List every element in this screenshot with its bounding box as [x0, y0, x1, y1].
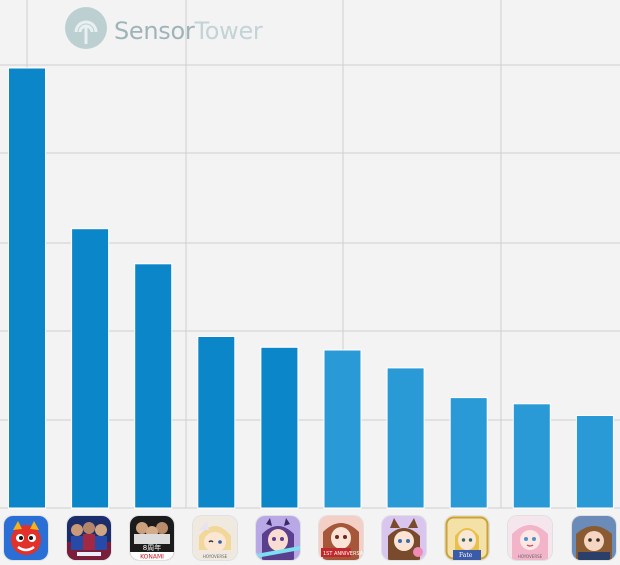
- bar-genshin: [197, 336, 236, 509]
- icon-caption-fate: Fate: [459, 552, 473, 559]
- category-icon-row: 8周年 KONAMI HOYOVERSE: [0, 514, 620, 562]
- sensortower-logo-icon: [64, 6, 108, 55]
- efootball-icon: [67, 516, 111, 560]
- bar-monster-strike: [8, 67, 46, 509]
- bar-pro-baseball: [134, 263, 173, 509]
- monster-strike-icon: [4, 516, 48, 560]
- icon-caption-genshin: HOYOVERSE: [203, 554, 228, 559]
- icon-caption-baseball-top: 8周年: [143, 543, 161, 552]
- icon-caption-baseball-bottom: KONAMI: [140, 554, 164, 561]
- anime-girl-icon: [382, 516, 426, 560]
- bar-efootball: [71, 228, 110, 509]
- uma-musume-icon: [256, 516, 300, 560]
- sensortower-watermark: SensorTower: [64, 6, 263, 55]
- fate-icon: Fate: [445, 516, 489, 560]
- granblue-icon: [572, 516, 616, 560]
- anniversary-icon: 1ST ANNIVERSARY: [319, 516, 363, 560]
- bar-granblue: [575, 415, 614, 509]
- icon-caption-star-rail: HOYOVERSE: [518, 554, 543, 559]
- chart-bars: [8, 67, 614, 509]
- sensortower-wordmark: SensorTower: [114, 16, 263, 45]
- star-rail-icon: HOYOVERSE: [508, 516, 552, 560]
- icon-caption-anniversary: 1ST ANNIVERSARY: [323, 551, 363, 557]
- pro-baseball-icon: 8周年 KONAMI: [130, 516, 174, 560]
- bar-anniversary: [323, 349, 362, 509]
- bar-anime-girl: [386, 367, 425, 509]
- bar-star-rail: [512, 403, 551, 509]
- genshin-icon: HOYOVERSE: [193, 516, 237, 560]
- bar-fate: [449, 397, 488, 509]
- bar-uma-musume: [260, 346, 299, 509]
